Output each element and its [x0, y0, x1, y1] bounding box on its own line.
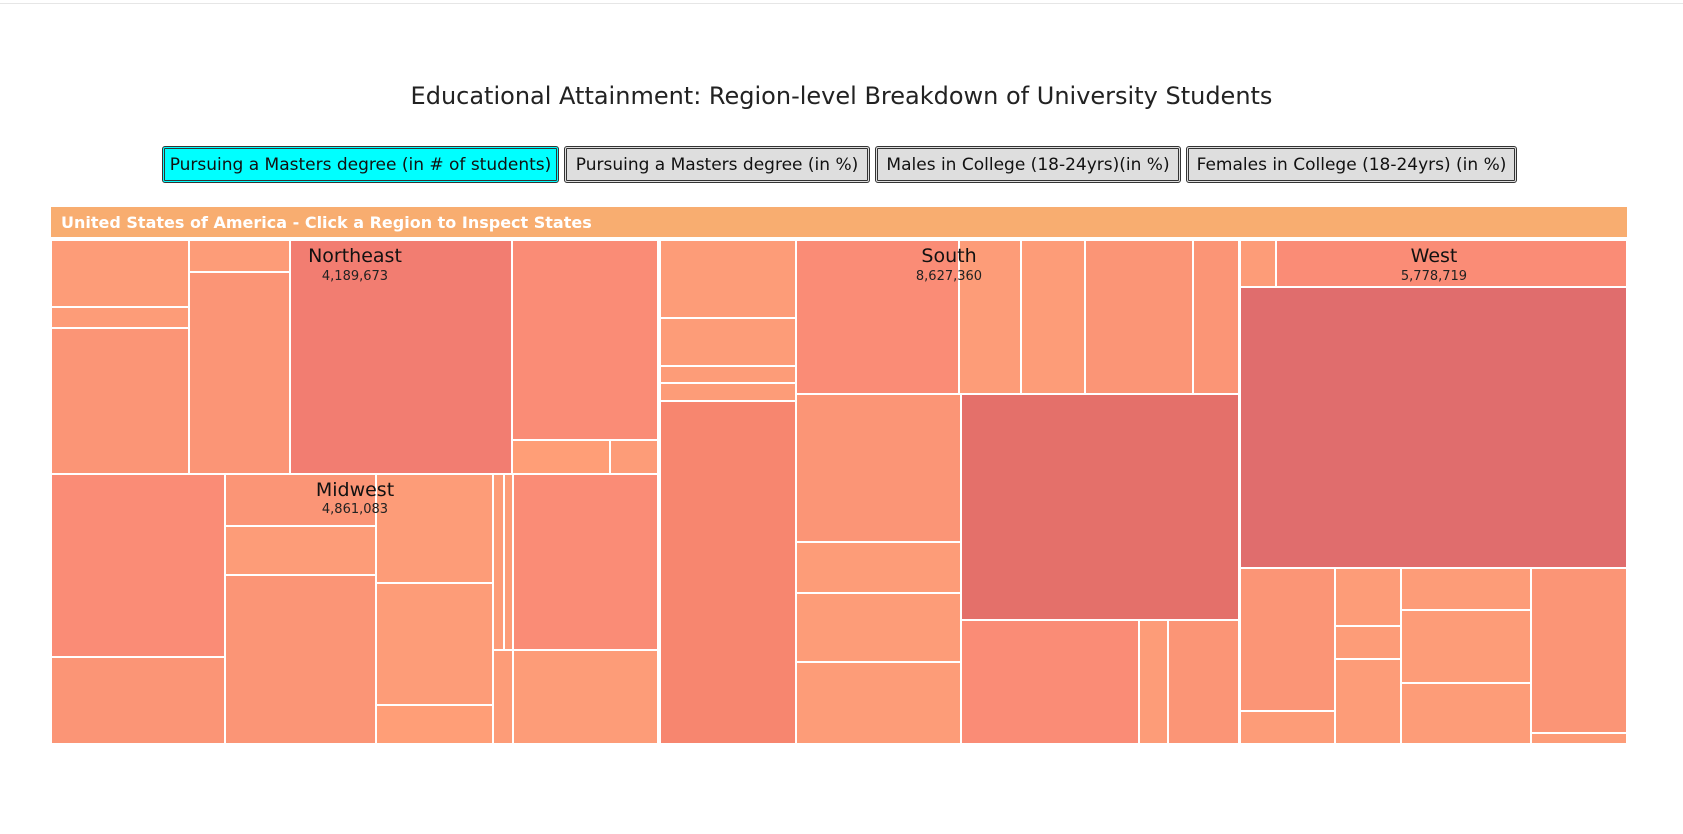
state-cell[interactable]	[1531, 733, 1627, 744]
state-cell[interactable]	[1240, 240, 1276, 287]
state-cell[interactable]	[796, 394, 961, 542]
region-south[interactable]: South 8,627,360	[660, 240, 1239, 744]
state-cell[interactable]	[961, 394, 1239, 620]
state-cell[interactable]	[1276, 240, 1627, 287]
region-west[interactable]: West 5,778,719	[1240, 240, 1627, 744]
region-label-south: South	[921, 245, 976, 267]
state-cell[interactable]	[493, 650, 513, 744]
state-cell[interactable]	[225, 526, 376, 575]
page-title: Educational Attainment: Region-level Bre…	[410, 82, 1273, 110]
state-cell[interactable]	[513, 650, 658, 744]
state-cell[interactable]	[512, 240, 658, 440]
state-cell[interactable]	[1240, 568, 1335, 711]
state-cell[interactable]	[290, 240, 512, 474]
state-cell[interactable]	[51, 474, 225, 657]
state-cell[interactable]	[225, 575, 376, 744]
males-college-button[interactable]: Males in College (18-24yrs)(in %)	[875, 146, 1181, 183]
state-cell[interactable]	[1401, 610, 1531, 683]
state-cell[interactable]	[796, 542, 961, 593]
region-northeast[interactable]: Northeast 4,189,673	[51, 240, 658, 474]
region-value-south: 8,627,360	[916, 269, 982, 284]
masters-percent-button[interactable]: Pursuing a Masters degree (in %)	[564, 146, 870, 183]
state-cell[interactable]	[1193, 240, 1239, 394]
region-label-midwest: Midwest	[316, 479, 394, 501]
state-cell[interactable]	[51, 307, 189, 328]
region-label-west: West	[1411, 245, 1458, 267]
state-cell[interactable]	[225, 474, 376, 526]
state-cell[interactable]	[493, 474, 504, 650]
state-cell[interactable]	[1401, 683, 1531, 744]
state-cell[interactable]	[1240, 711, 1335, 744]
breadcrumb: United States of America - Click a Regio…	[61, 213, 592, 232]
state-cell[interactable]	[660, 318, 796, 366]
state-cell[interactable]	[51, 657, 225, 744]
state-cell[interactable]	[1335, 659, 1401, 744]
state-cell[interactable]	[961, 620, 1139, 744]
region-value-northeast: 4,189,673	[322, 269, 388, 284]
state-cell[interactable]	[660, 366, 796, 383]
state-cell[interactable]	[796, 240, 959, 394]
state-cell[interactable]	[51, 328, 189, 474]
state-cell[interactable]	[504, 474, 513, 650]
breadcrumb-bar[interactable]: United States of America - Click a Regio…	[51, 207, 1627, 237]
state-cell[interactable]	[1139, 620, 1168, 744]
region-value-midwest: 4,861,083	[322, 502, 388, 517]
state-cell[interactable]	[660, 401, 796, 744]
state-cell[interactable]	[512, 440, 610, 474]
state-cell[interactable]	[1531, 568, 1627, 733]
state-cell[interactable]	[1021, 240, 1085, 394]
state-cell[interactable]	[660, 383, 796, 401]
state-cell[interactable]	[796, 593, 961, 662]
state-cell[interactable]	[796, 662, 961, 744]
state-cell[interactable]	[959, 240, 1021, 394]
state-cell[interactable]	[1168, 620, 1239, 744]
top-divider	[0, 3, 1683, 4]
state-cell[interactable]	[1401, 568, 1531, 610]
females-college-button[interactable]: Females in College (18-24yrs) (in %)	[1186, 146, 1517, 183]
state-cell[interactable]	[1085, 240, 1193, 394]
state-cell[interactable]	[376, 705, 493, 744]
state-cell[interactable]	[376, 474, 493, 583]
state-cell[interactable]	[189, 240, 290, 272]
region-label-northeast: Northeast	[308, 245, 402, 267]
state-cell[interactable]	[376, 583, 493, 705]
masters-count-button[interactable]: Pursuing a Masters degree (in # of stude…	[162, 146, 559, 183]
state-cell[interactable]	[1335, 568, 1401, 626]
state-cell[interactable]	[189, 272, 290, 474]
state-cell[interactable]	[1335, 626, 1401, 659]
state-cell[interactable]	[1240, 287, 1627, 568]
state-cell[interactable]	[51, 240, 189, 307]
state-cell[interactable]	[660, 240, 796, 318]
state-cell[interactable]	[513, 474, 658, 650]
region-value-west: 5,778,719	[1401, 269, 1467, 284]
state-cell[interactable]	[610, 440, 658, 474]
